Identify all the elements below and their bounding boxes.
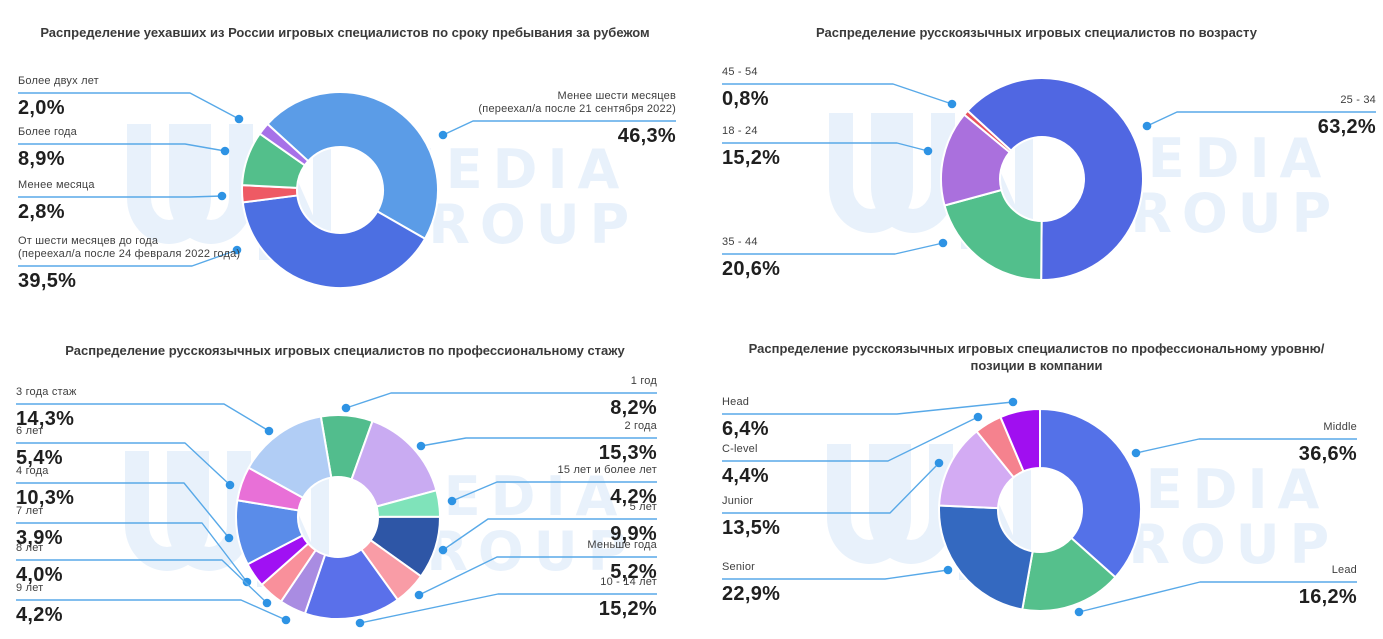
leader-dot: [938, 238, 948, 248]
leader-line: [16, 559, 268, 604]
leader-line: [722, 462, 940, 514]
leader-line: [722, 416, 979, 462]
leader-dot: [943, 565, 953, 575]
leader-dot: [973, 412, 983, 422]
donut-slice: [943, 189, 1043, 281]
leader-line: [359, 593, 657, 624]
leader-dot: [341, 403, 351, 413]
leader-line: [442, 518, 657, 551]
leader-dot: [1074, 607, 1084, 617]
leader-line: [442, 120, 676, 136]
leader-line: [722, 401, 1014, 415]
leader-line: [722, 83, 953, 105]
leader-line: [18, 249, 238, 267]
leader-dot: [220, 146, 230, 156]
panel-age-chart: Распределение русскоязычных игровых спец…: [690, 0, 1383, 320]
leader-line: [1135, 438, 1357, 454]
leader-line: [18, 92, 240, 120]
leader-dot: [217, 191, 227, 201]
leader-dot: [224, 533, 234, 543]
leader-line: [18, 143, 226, 152]
leader-dot: [355, 618, 365, 628]
leader-line: [1146, 111, 1376, 127]
donut-slice: [1021, 536, 1117, 612]
leader-line: [16, 522, 248, 583]
leader-dot: [947, 99, 957, 109]
leader-line: [722, 242, 944, 255]
leader-line: [722, 569, 949, 580]
leader-dot: [1131, 448, 1141, 458]
leader-dot: [416, 441, 426, 451]
donut-slice: [1039, 408, 1142, 579]
chart-title: Распределение русскоязычных игровых спец…: [748, 341, 1325, 373]
chart-title: Распределение уехавших из России игровых…: [40, 25, 650, 40]
leader-dot: [262, 598, 272, 608]
leader-dot: [234, 114, 244, 124]
leader-line: [18, 195, 223, 198]
leader-dot: [232, 245, 242, 255]
leader-line: [420, 437, 657, 447]
leader-line: [16, 403, 270, 432]
leader-dot: [264, 426, 274, 436]
leader-line: [16, 442, 231, 486]
donut-slice: [938, 504, 1034, 611]
leader-dot: [1008, 397, 1018, 407]
leader-dot: [447, 496, 457, 506]
leader-dot: [923, 146, 933, 156]
leader-dot: [225, 480, 235, 490]
leader-dot: [281, 615, 291, 625]
donut-chart: [18, 90, 676, 289]
leader-dot: [1142, 121, 1152, 131]
donut-chart: [16, 392, 657, 628]
leader-line: [451, 481, 657, 502]
leader-dot: [242, 577, 252, 587]
leader-line: [418, 556, 657, 596]
leader-dot: [438, 130, 448, 140]
donut-slice: [266, 90, 439, 240]
leader-dot: [438, 545, 448, 555]
leader-line: [1078, 581, 1357, 613]
chart-title: Распределение русскоязычных игровых спец…: [816, 25, 1257, 40]
panel-experience-chart: Распределение русскоязычных игровых спец…: [0, 320, 690, 639]
leader-line: [16, 599, 287, 621]
leader-line: [16, 482, 230, 539]
chart-title: Распределение русскоязычных игровых спец…: [65, 343, 625, 358]
panel-stay-duration-chart: Распределение уехавших из России игровых…: [0, 0, 690, 320]
leader-dot: [414, 590, 424, 600]
leader-line: [722, 142, 929, 152]
panel-position-level-chart: Распределение русскоязычных игровых спец…: [690, 320, 1383, 639]
donut-chart: [722, 77, 1376, 282]
leader-line: [345, 392, 657, 409]
leader-dot: [934, 458, 944, 468]
